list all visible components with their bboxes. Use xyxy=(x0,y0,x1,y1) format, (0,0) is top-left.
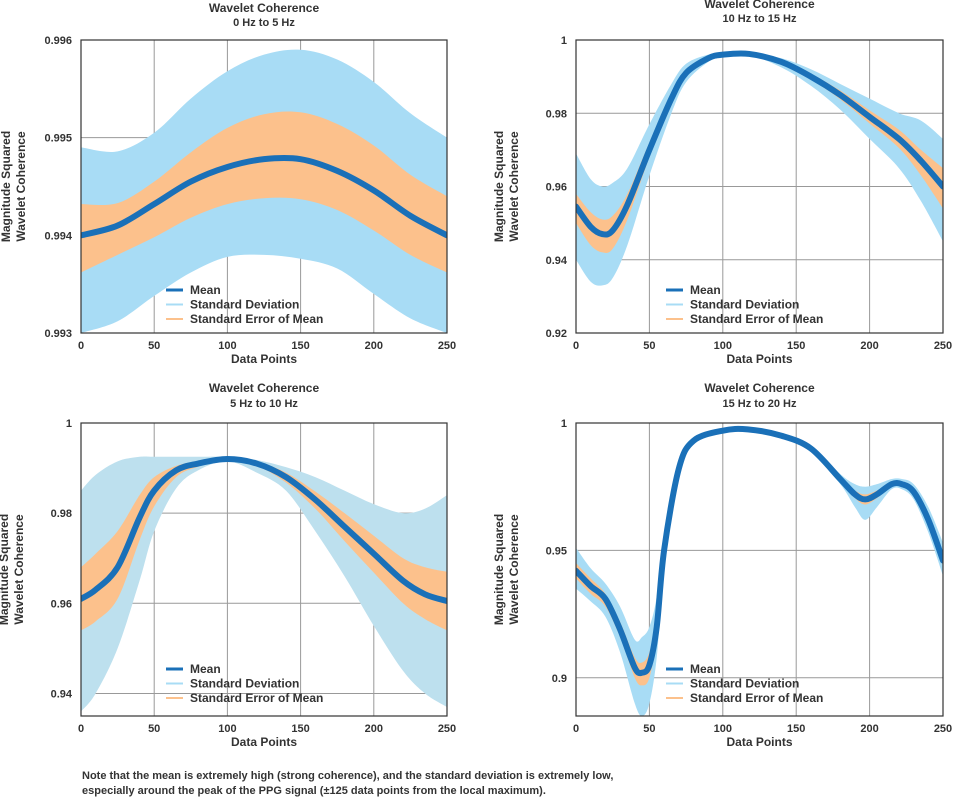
y-tick-label: 0.92 xyxy=(546,328,567,340)
plot-frame xyxy=(80,422,448,717)
x-tick-label: 250 xyxy=(438,723,456,735)
y-tick-label: 0.98 xyxy=(51,508,72,520)
x-tick-label: 0 xyxy=(78,340,84,352)
chart-subtitle: 0 Hz to 5 Hz xyxy=(233,17,295,29)
chart-figure: 0 50 100 150 200 2500.9930.9940.9950.996Wavel… xyxy=(0,0,952,749)
x-tick-label: 50 xyxy=(148,723,160,735)
y-tick-label: 0.95 xyxy=(546,545,567,557)
figure-note: Note that the mean is extremely high (st… xyxy=(82,769,882,799)
plot-frame xyxy=(575,422,944,717)
mean-line xyxy=(81,154,447,239)
x-tick-label: 200 xyxy=(365,340,383,352)
legend-label: Standard Error of Mean xyxy=(690,312,823,326)
x-tick-label: 200 xyxy=(860,340,878,352)
legend-label: Standard Deviation xyxy=(190,298,299,312)
x-tick-label: 150 xyxy=(291,723,309,735)
x-tick-label: 50 xyxy=(643,340,655,352)
mean-line xyxy=(81,456,447,605)
y-tick-label: 0.98 xyxy=(546,108,567,120)
x-tick-label: 150 xyxy=(291,340,309,352)
x-tick-label: 200 xyxy=(365,723,383,735)
y-axis-label: Magnitude SquaredWavelet Coherence xyxy=(0,514,26,625)
note-line-1: Note that the mean is extremely high (st… xyxy=(82,770,614,782)
legend-label: Mean xyxy=(190,283,221,297)
y-tick-label: 0.994 xyxy=(44,230,72,242)
x-tick-label: 0 xyxy=(573,723,579,735)
chart-subtitle: 10 Hz to 15 Hz xyxy=(723,13,797,25)
legend-label: Mean xyxy=(690,662,721,676)
legend-label: Standard Deviation xyxy=(190,677,299,691)
sem-band xyxy=(81,458,447,631)
plot-frame xyxy=(575,39,944,334)
mean-line xyxy=(576,50,943,238)
chart-subtitle: 5 Hz to 10 Hz xyxy=(230,398,298,410)
chart-title: Wavelet Coherence xyxy=(209,1,320,15)
x-tick-label: 200 xyxy=(860,723,878,735)
sd-band xyxy=(576,427,943,716)
x-axis-label: Data Points xyxy=(726,735,792,749)
sd-band xyxy=(81,456,447,712)
note-line-2: especially around the peak of the PPG si… xyxy=(82,785,546,797)
x-tick-label: 100 xyxy=(218,340,236,352)
legend-label: Standard Error of Mean xyxy=(190,691,323,705)
chart-panel-2: 0 50 100 150 200 250 0.92 0.94 0.96 0.98 1 Wavelet … xyxy=(492,0,952,366)
plot-area xyxy=(81,456,447,712)
x-tick-label: 50 xyxy=(148,340,160,352)
x-tick-label: 250 xyxy=(438,340,456,352)
sd-band xyxy=(576,52,943,286)
y-axis-label: Magnitude SquaredWavelet Coherence xyxy=(0,131,28,242)
x-tick-label: 250 xyxy=(934,723,952,735)
x-tick-label: 50 xyxy=(643,723,655,735)
sem-band xyxy=(81,111,447,273)
x-tick-label: 100 xyxy=(714,340,732,352)
chart-panel-1: 0 50 100 150 200 250 0.993 0.994 0.995 0.996 Wavel… xyxy=(0,1,456,366)
mean-line xyxy=(576,425,943,677)
chart-panel-3: 0 50 100 150 200 250 0.94 0.96 0.98 1 Wavelet Cohe… xyxy=(0,381,456,749)
x-tick-label: 0 xyxy=(78,723,84,735)
chart-panel-4: 0 50 100 150 200 250 0.9 0.95 1 Wavelet Coherence… xyxy=(492,381,952,749)
x-axis-label: Data Points xyxy=(231,352,297,366)
legend-label: Standard Deviation xyxy=(690,677,799,691)
y-axis-label: Magnitude SquaredWavelet Coherence xyxy=(492,131,521,242)
y-tick-label: 0.9 xyxy=(552,673,567,685)
plot-area xyxy=(81,49,447,333)
y-tick-label: 0.94 xyxy=(546,255,568,267)
y-tick-label: 1 xyxy=(561,418,567,430)
x-tick-label: 100 xyxy=(218,723,236,735)
legend-label: Standard Error of Mean xyxy=(690,691,823,705)
plot-area xyxy=(576,425,943,716)
y-tick-label: 0.94 xyxy=(51,688,73,700)
y-tick-label: 1 xyxy=(66,418,72,430)
chart-title: Wavelet Coherence xyxy=(704,381,815,395)
y-tick-label: 0.993 xyxy=(44,328,72,340)
y-axis-label: Magnitude SquaredWavelet Coherence xyxy=(492,514,521,625)
plot-area xyxy=(576,50,943,286)
y-tick-label: 0.996 xyxy=(44,35,72,47)
legend-label: Standard Deviation xyxy=(690,298,799,312)
x-tick-label: 150 xyxy=(787,340,805,352)
x-tick-label: 150 xyxy=(787,723,805,735)
legend-label: Mean xyxy=(690,283,721,297)
y-tick-label: 1 xyxy=(561,35,567,47)
chart-title: Wavelet Coherence xyxy=(209,381,320,395)
x-axis-label: Data Points xyxy=(726,352,792,366)
x-tick-label: 0 xyxy=(573,340,579,352)
x-tick-label: 100 xyxy=(714,723,732,735)
legend-label: Mean xyxy=(190,662,221,676)
x-axis-label: Data Points xyxy=(231,735,297,749)
x-tick-label: 250 xyxy=(934,340,952,352)
plot-frame xyxy=(80,39,448,334)
chart-subtitle: 15 Hz to 20 Hz xyxy=(723,398,797,410)
y-tick-label: 0.96 xyxy=(546,182,567,194)
y-tick-label: 0.96 xyxy=(51,598,72,610)
y-tick-label: 0.995 xyxy=(44,133,72,145)
legend-label: Standard Error of Mean xyxy=(190,312,323,326)
chart-title: Wavelet Coherence xyxy=(704,0,815,11)
